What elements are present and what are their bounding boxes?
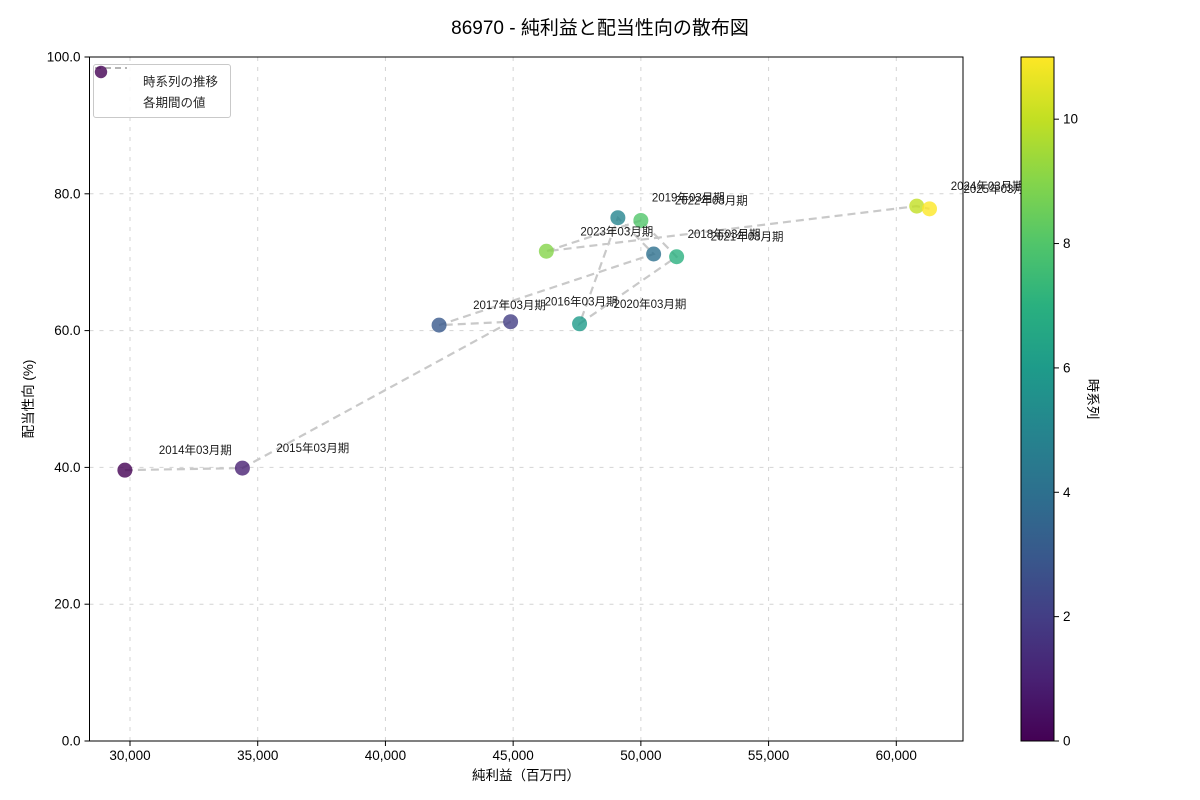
y-axis-label: 配当性向 (%) [21, 359, 36, 439]
data-point-4 [646, 246, 662, 262]
colorbar-tick-label: 4 [1063, 485, 1071, 500]
legend-item-period-marker: 各期間の値 [94, 65, 222, 112]
point-annotation: 2024年03月期 [951, 179, 1024, 193]
legend-item-label: 各期間の値 [143, 96, 206, 110]
x-axis-label: 純利益（百万円） [472, 768, 580, 783]
legend-item-series-line: 時系列の推移 [95, 67, 222, 91]
y-tick-label: 100.0 [47, 50, 81, 65]
colorbar-tick-label: 8 [1063, 236, 1071, 251]
point-annotation: 2022年03月期 [675, 193, 748, 207]
point-annotation: 2019年03月期 [652, 191, 725, 205]
data-point-1 [234, 460, 250, 476]
x-tick-label: 55,000 [748, 748, 789, 763]
data-point-6 [572, 316, 588, 332]
point-annotation: 2017年03月期 [473, 298, 546, 312]
legend-item-label: 時系列の推移 [143, 75, 219, 89]
colorbar-tick-label: 0 [1063, 734, 1071, 749]
data-point-7 [669, 249, 685, 265]
plot-border [89, 56, 964, 742]
colorbar-tick-label: 6 [1063, 360, 1071, 375]
legend: 時系列の推移 各期間の値 [93, 64, 231, 118]
data-point-10 [909, 198, 925, 214]
point-annotation: 2020年03月期 [614, 297, 687, 311]
point-annotation: 2016年03月期 [545, 295, 618, 309]
data-point-2 [503, 314, 519, 330]
data-point-11 [922, 201, 938, 217]
time-series-path [124, 204, 930, 472]
point-annotation: 2025年03月期 [964, 182, 1037, 196]
x-tick-label: 40,000 [365, 748, 406, 763]
point-annotation: 2018年03月期 [688, 227, 761, 241]
x-tick-label: 30,000 [109, 748, 150, 763]
y-tick-label: 20.0 [54, 597, 80, 612]
data-point-0 [117, 462, 133, 478]
colorbar-tick-label: 2 [1063, 609, 1071, 624]
point-annotation: 2015年03月期 [276, 441, 349, 455]
data-point-5 [610, 210, 626, 226]
y-tick-label: 0.0 [62, 734, 81, 749]
colorbar-label: 時系列 [1085, 378, 1100, 420]
data-point-3 [431, 317, 447, 333]
data-point-9 [538, 243, 554, 259]
y-tick-label: 80.0 [54, 186, 80, 201]
y-tick-label: 40.0 [54, 460, 80, 475]
x-tick-label: 60,000 [876, 748, 917, 763]
colorbar-tick-label: 10 [1063, 112, 1078, 127]
point-annotation: 2021年03月期 [711, 230, 784, 244]
data-point-8 [633, 212, 649, 228]
point-annotation: 2014年03月期 [159, 443, 232, 457]
colorbar [1020, 56, 1055, 742]
x-tick-label: 35,000 [237, 748, 278, 763]
point-annotation: 2023年03月期 [580, 224, 653, 238]
x-tick-label: 45,000 [493, 748, 534, 763]
chart-title: 86970 - 純利益と配当性向の散布図 [451, 18, 749, 39]
y-tick-label: 60.0 [54, 323, 80, 338]
x-tick-label: 50,000 [620, 748, 661, 763]
